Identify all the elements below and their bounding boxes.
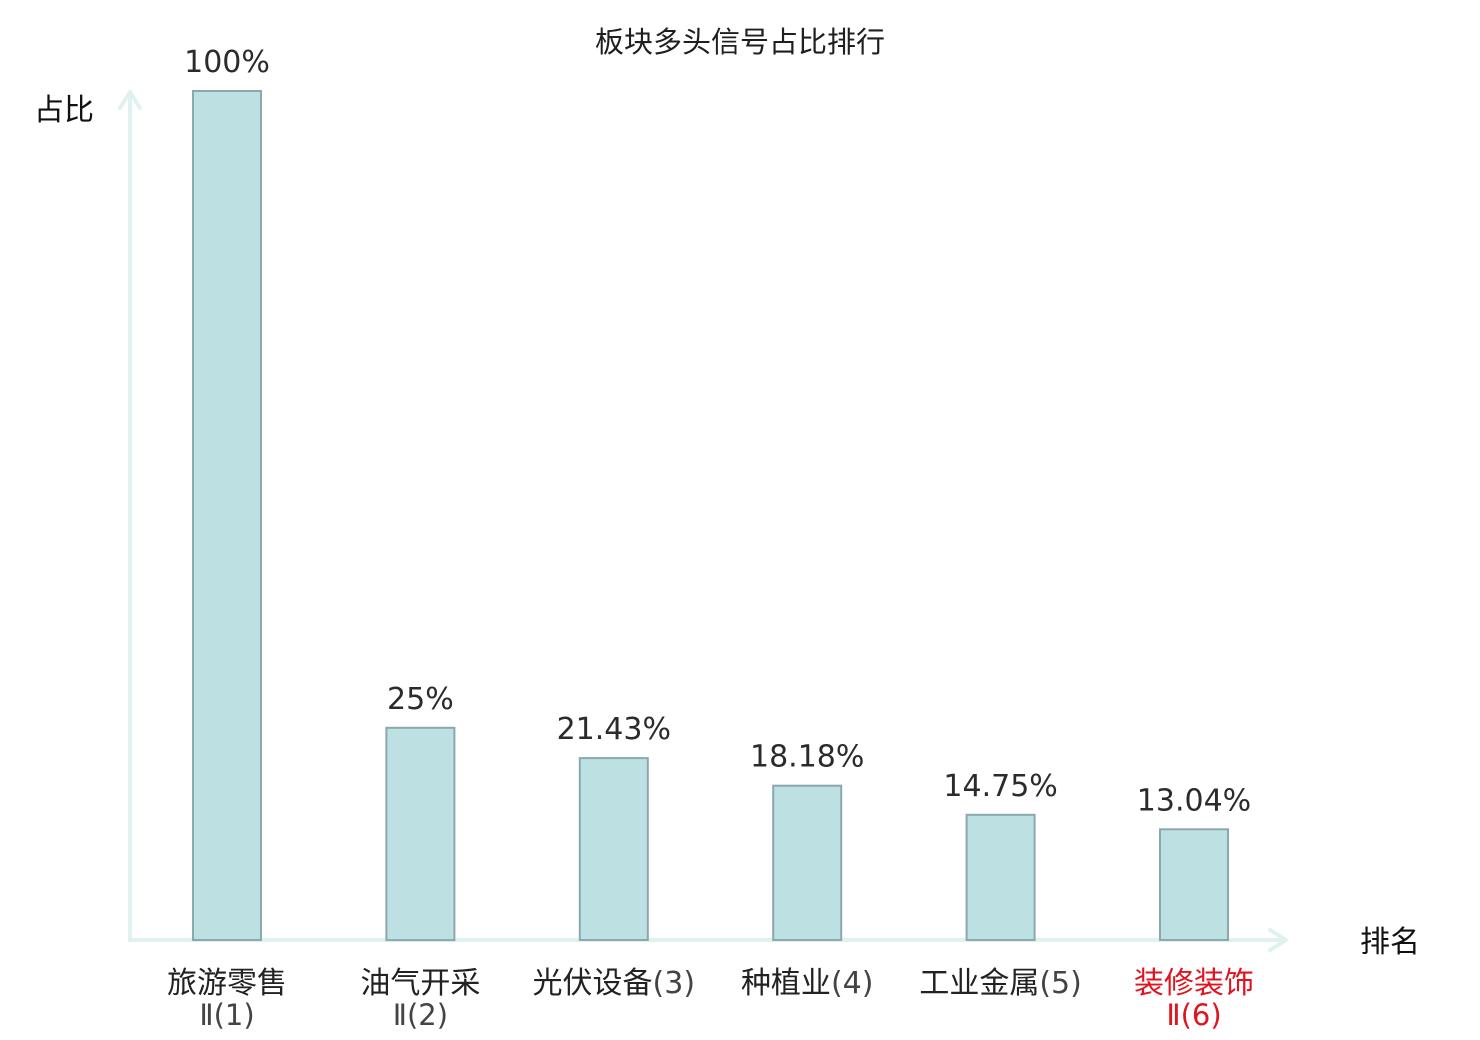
bar [965, 813, 1036, 941]
bar [578, 757, 649, 941]
value-label: 25% [387, 682, 454, 717]
category-label: 装修装饰 [1134, 966, 1254, 1001]
value-label: 14.75% [943, 769, 1057, 804]
category-label: Ⅱ(6) [1166, 998, 1221, 1032]
x-axis-arrowhead [1268, 928, 1288, 952]
category-label: 工业金属(5) [919, 966, 1082, 1001]
value-label: 21.43% [557, 712, 671, 747]
category-label: 种植业(4) [741, 966, 874, 1001]
bar [192, 90, 262, 941]
value-labels: 100% 25% 21.43% 18.18% 14.75% 13.04% [184, 45, 1251, 818]
category-label: 光伏设备(3) [533, 966, 696, 1001]
chart-title: 板块多头信号占比排行 [595, 25, 885, 59]
x-axis-label: 排名 [1360, 925, 1420, 960]
category-label: 油气开采 [360, 966, 480, 1001]
value-label: 100% [184, 45, 270, 80]
category-label: 旅游零售 [167, 966, 287, 1001]
axes [118, 90, 1288, 952]
value-label: 18.18% [750, 740, 864, 775]
y-axis-label: 占比 [34, 93, 94, 128]
bar [385, 726, 456, 942]
value-label: 13.04% [1137, 783, 1251, 818]
bars [192, 90, 1229, 942]
bar [1159, 828, 1229, 941]
category-label: Ⅱ(1) [199, 998, 254, 1032]
bar [772, 784, 843, 942]
category-label: Ⅱ(2) [393, 998, 448, 1032]
y-axis-arrowhead [118, 90, 142, 110]
